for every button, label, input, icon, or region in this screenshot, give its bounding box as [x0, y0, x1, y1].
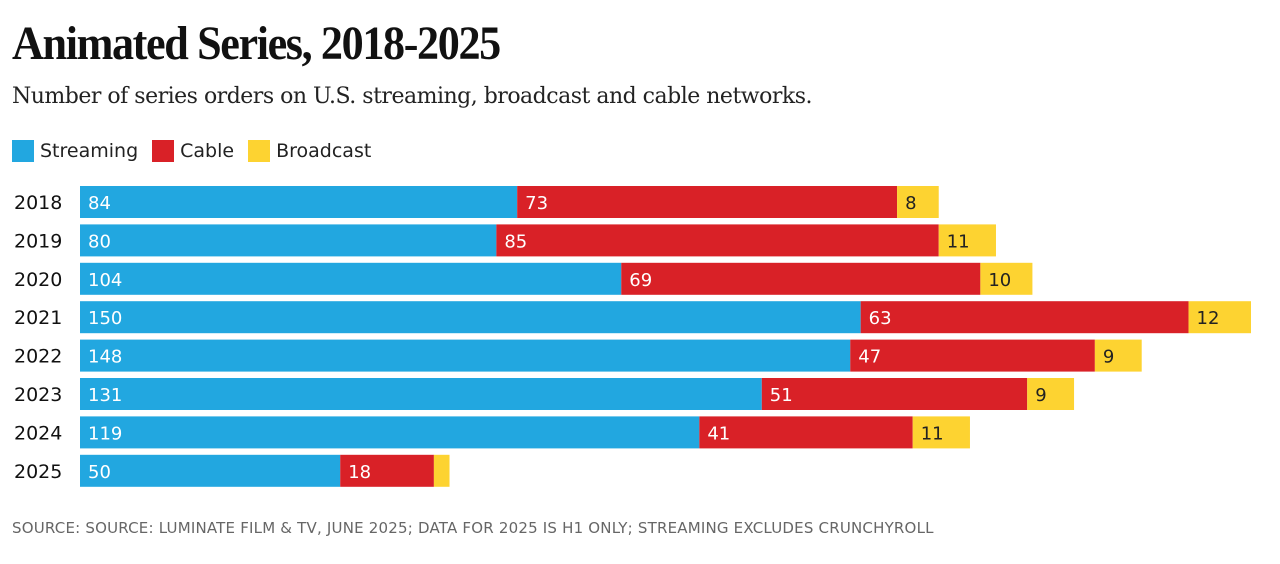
- bar-streaming-2025: [80, 454, 341, 487]
- bar-cable-2021: [860, 301, 1189, 334]
- data-label: 18: [348, 462, 371, 483]
- data-label: 85: [504, 231, 527, 252]
- bar-broadcast-2021: [1188, 301, 1251, 334]
- data-label: 148: [88, 347, 122, 368]
- chart-title: Animated Series, 2018-2025: [12, 17, 501, 70]
- legend-swatch: [152, 140, 175, 162]
- legend-item-broadcast: Broadcast: [248, 140, 371, 162]
- source-note: SOURCE: SOURCE: LUMINATE FILM & TV, JUNE…: [12, 519, 934, 537]
- bar-streaming-2023: [80, 378, 762, 410]
- legend: Streaming Cable Broadcast: [12, 140, 371, 162]
- bar-streaming-2024: [80, 416, 700, 449]
- data-label: 73: [525, 193, 548, 214]
- data-label: 8: [905, 193, 916, 214]
- bar-cable-2024: [699, 416, 913, 449]
- bar-broadcast-2025: [433, 454, 450, 487]
- year-label: 2022: [14, 346, 62, 368]
- legend-label: Cable: [180, 140, 235, 162]
- data-label: 104: [88, 270, 122, 291]
- data-label: 11: [947, 231, 970, 252]
- bar-broadcast-2018: [897, 186, 939, 218]
- data-label: 131: [88, 385, 122, 406]
- bar-broadcast-2019: [938, 224, 996, 257]
- bar-broadcast-2024: [912, 416, 970, 449]
- legend-swatch: [12, 140, 34, 162]
- bar-cable-2023: [761, 378, 1028, 410]
- data-label: 41: [707, 423, 730, 444]
- data-label: 69: [629, 270, 652, 291]
- data-label: 119: [88, 423, 122, 444]
- year-label: 2025: [14, 461, 62, 483]
- data-label: 51: [770, 385, 793, 406]
- data-label: 9: [1103, 347, 1114, 368]
- bar-cable-2019: [496, 224, 939, 257]
- data-label: 63: [869, 308, 892, 329]
- data-label: 12: [1197, 308, 1220, 329]
- legend-item-streaming: Streaming: [12, 140, 138, 162]
- bar-broadcast-2022: [1094, 339, 1142, 372]
- bar-cable-2025: [340, 454, 434, 487]
- data-label: 11: [921, 423, 944, 444]
- year-label: 2019: [14, 230, 62, 252]
- legend-label: Broadcast: [276, 140, 372, 162]
- year-label: 2021: [14, 307, 62, 329]
- legend-swatch: [248, 140, 271, 162]
- bar-streaming-2018: [80, 186, 518, 218]
- year-label: 2018: [14, 192, 62, 214]
- bar-broadcast-2023: [1027, 378, 1075, 410]
- bar-streaming-2022: [80, 339, 851, 372]
- year-label: 2024: [14, 422, 62, 444]
- bar-cable-2022: [850, 339, 1095, 372]
- year-label: 2020: [14, 269, 62, 291]
- bar-cable-2020: [621, 262, 981, 295]
- year-label: 2023: [14, 384, 62, 406]
- data-label: 50: [88, 462, 111, 483]
- data-label: 47: [858, 347, 881, 368]
- legend-item-cable: Cable: [152, 140, 234, 162]
- data-label: 10: [988, 270, 1011, 291]
- bar-streaming-2020: [80, 262, 622, 295]
- bar-streaming-2021: [80, 301, 861, 334]
- data-label: 150: [88, 308, 122, 329]
- bar-streaming-2019: [80, 224, 497, 257]
- bar-broadcast-2020: [980, 262, 1033, 295]
- data-label: 80: [88, 231, 111, 252]
- bar-cable-2018: [517, 186, 898, 218]
- data-label: 84: [88, 193, 111, 214]
- data-label: 9: [1035, 385, 1046, 406]
- legend-label: Streaming: [40, 140, 139, 162]
- chart-subtitle: Number of series orders on U.S. streamin…: [12, 84, 813, 109]
